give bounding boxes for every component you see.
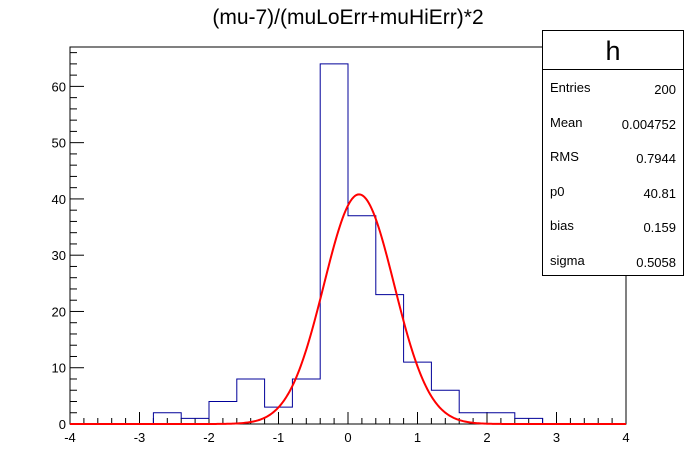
histogram-bin	[376, 295, 404, 424]
histogram-bin	[292, 379, 320, 424]
stats-value: 0.159	[643, 220, 676, 235]
stats-row-mean: Mean 0.004752	[543, 105, 683, 140]
stats-key: Mean	[550, 114, 583, 130]
y-tick-label: 0	[59, 417, 66, 432]
y-tick-label: 60	[52, 79, 66, 94]
stats-key: Entries	[550, 80, 591, 95]
stats-row-bias: bias 0.159	[543, 208, 683, 243]
x-tick-label: -3	[134, 430, 146, 445]
stats-value: 0.004752	[621, 116, 676, 132]
stats-row-rms: RMS 0.7944	[543, 139, 683, 174]
stats-value: 0.5058	[636, 254, 676, 270]
x-tick-label: -4	[64, 430, 76, 445]
stats-key: bias	[550, 218, 574, 233]
y-tick-label: 10	[52, 361, 66, 376]
y-tick-label: 30	[52, 248, 66, 263]
histogram-outline	[70, 63, 626, 425]
stats-box: h Entries 200 Mean 0.004752 RMS 0.7944 p…	[542, 30, 684, 276]
stats-value: 0.7944	[636, 151, 676, 166]
stats-key: sigma	[550, 252, 585, 268]
x-tick-label: 4	[622, 430, 629, 445]
stats-row-sigma: sigma 0.5058	[543, 243, 683, 278]
y-tick-label: 20	[52, 304, 66, 319]
y-tick-label: 50	[52, 136, 66, 151]
stats-row-p0: p0 40.81	[543, 174, 683, 209]
stats-box-title: h	[543, 31, 683, 70]
x-tick-label: 2	[483, 430, 490, 445]
stats-key: p0	[550, 183, 565, 199]
stats-value: 40.81	[643, 185, 676, 201]
stats-value: 200	[654, 82, 676, 97]
histogram-bin	[348, 216, 376, 424]
x-tick-label: -1	[273, 430, 285, 445]
x-tick-label: 0	[344, 430, 351, 445]
x-tick-label: 1	[414, 430, 421, 445]
histogram-bin	[237, 379, 265, 424]
x-tick-label: 3	[553, 430, 560, 445]
gaussian-fit-curve	[70, 193, 626, 425]
stats-key: RMS	[550, 149, 579, 164]
y-tick-label: 40	[52, 192, 66, 207]
chart-title: (mu-7)/(muLoErr+muHiErr)*2	[212, 6, 484, 29]
x-tick-label: -2	[203, 430, 215, 445]
stats-row-entries: Entries 200	[543, 70, 683, 105]
